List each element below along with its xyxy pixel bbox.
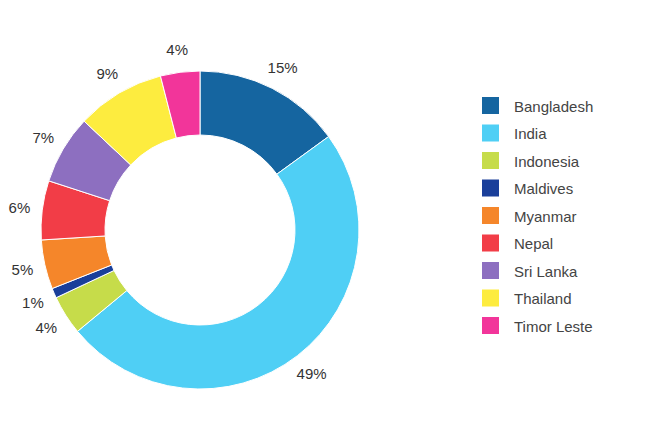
data-label: 7%	[33, 129, 55, 146]
legend-item: Indonesia	[482, 152, 580, 170]
legend-label: India	[514, 125, 547, 142]
legend-label: Thailand	[514, 290, 572, 307]
chart: 15% 49% 4% 1% 5% 6% 7% 9% 4% Bangladesh India Indon…	[0, 0, 666, 422]
legend-item: Nepal	[482, 235, 553, 253]
legend-label: Indonesia	[514, 153, 580, 170]
legend-item: Thailand	[482, 290, 572, 308]
legend-swatch	[482, 262, 499, 279]
data-label: 15%	[268, 59, 298, 76]
legend-label: Myanmar	[514, 208, 577, 225]
slice	[41, 236, 111, 289]
legend-label: Bangladesh	[514, 98, 593, 115]
legend-swatch	[482, 180, 499, 197]
data-label: 4%	[35, 319, 57, 336]
legend-item: Myanmar	[482, 207, 577, 225]
legend: Bangladesh India Indonesia Maldives Myanmar N…	[482, 97, 593, 335]
legend-item: Timor Leste	[482, 317, 593, 335]
slice	[160, 71, 200, 138]
data-label: 49%	[297, 365, 327, 382]
data-label: 9%	[97, 65, 119, 82]
legend-item: Maldives	[482, 180, 573, 198]
legend-label: Sri Lanka	[514, 263, 578, 280]
data-label: 6%	[9, 199, 31, 216]
legend-item: India	[482, 125, 547, 143]
legend-swatch	[482, 317, 499, 334]
legend-swatch	[482, 152, 499, 169]
slice	[84, 76, 176, 165]
legend-label: Timor Leste	[514, 318, 593, 335]
legend-swatch	[482, 290, 499, 307]
legend-swatch	[482, 97, 499, 114]
legend-swatch	[482, 235, 499, 252]
data-label: 4%	[166, 41, 188, 58]
legend-label: Nepal	[514, 235, 553, 252]
legend-item: Bangladesh	[482, 97, 593, 115]
legend-swatch	[482, 207, 499, 224]
legend-label: Maldives	[514, 180, 573, 197]
plot: 15% 49% 4% 1% 5% 6% 7% 9% 4%	[9, 41, 359, 389]
data-label: 1%	[22, 294, 44, 311]
data-label: 5%	[12, 261, 34, 278]
legend-item: Sri Lanka	[482, 262, 578, 280]
legend-swatch	[482, 125, 499, 142]
